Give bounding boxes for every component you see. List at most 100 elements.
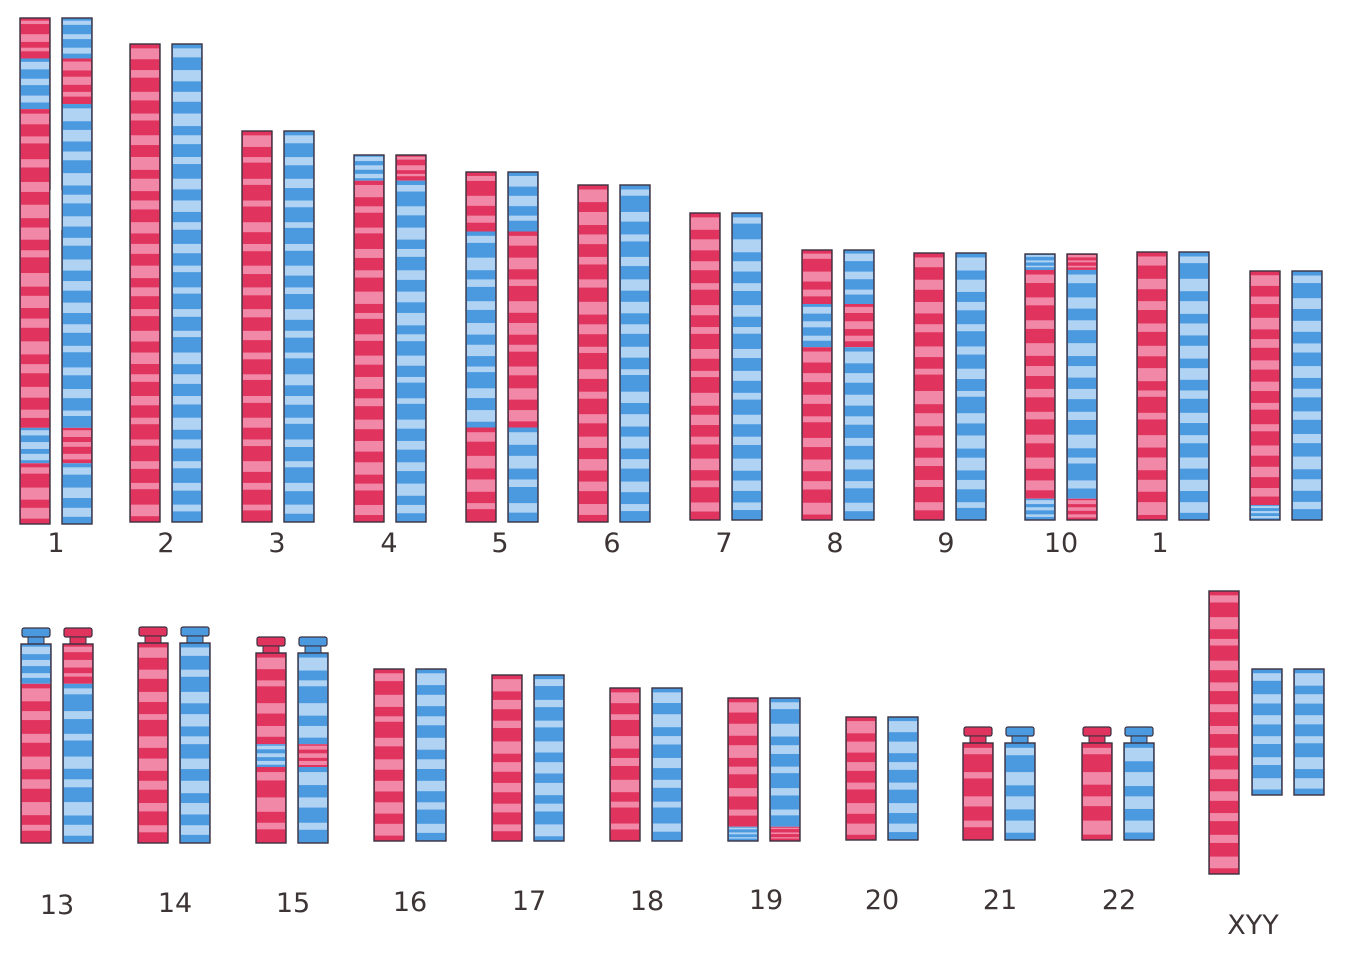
- chromosome-band: [131, 156, 159, 170]
- chromosome-band: [1295, 673, 1323, 686]
- chromosome-band: [467, 344, 495, 357]
- label-chr-18: 18: [629, 886, 665, 917]
- chromosome-band: [1068, 507, 1096, 511]
- chromosome-band: [889, 803, 917, 814]
- chromosome-band: [621, 436, 649, 449]
- label-chr-5: 5: [491, 528, 509, 559]
- chromatid-outline: [61, 17, 93, 525]
- label-chr-22: 22: [1101, 885, 1137, 916]
- chromosome-band: [493, 762, 521, 772]
- chromosome-band: [957, 479, 985, 490]
- chromosome-band: [257, 753, 285, 758]
- chromosome-band: [1138, 301, 1166, 310]
- chromosome-band: [1026, 434, 1054, 444]
- chromosome-band: [21, 34, 49, 42]
- chromosome-band: [691, 305, 719, 316]
- chromosome-band: [957, 502, 985, 508]
- satellite-stalk: [27, 636, 45, 645]
- chromosome-band: [653, 714, 681, 728]
- chromatid-segment-blue: [1294, 669, 1324, 795]
- chromatid-segment-red: [728, 698, 758, 827]
- chromosome-band: [63, 388, 91, 399]
- chromatid: [373, 668, 405, 842]
- chromosome-band: [1026, 320, 1054, 329]
- chromatid-outline: [1004, 742, 1036, 841]
- chromosome-band: [611, 736, 639, 749]
- chromosome-band: [957, 457, 985, 471]
- chromosome-band: [1210, 856, 1238, 869]
- chromosome-band: [131, 439, 159, 446]
- chromosome-band: [285, 330, 313, 338]
- chromosome-band: [845, 394, 873, 406]
- chromosome-band: [493, 741, 521, 754]
- chromosome-band: [397, 291, 425, 303]
- chromosome-band: [397, 312, 425, 326]
- chromosome-band: [579, 391, 607, 399]
- chromosome-band: [729, 745, 757, 758]
- chromosome-band: [691, 458, 719, 471]
- chromosome-band: [1180, 278, 1208, 292]
- chromosome-band: [467, 455, 495, 469]
- chromosome-band: [417, 673, 445, 686]
- chromosome-band: [173, 374, 201, 384]
- chromosome-band: [509, 215, 537, 221]
- chromosome-band: [535, 782, 563, 796]
- chromosome-band: [535, 762, 563, 774]
- chromosome-band: [397, 270, 425, 280]
- satellite-stalk: [969, 735, 987, 744]
- chromosome-band: [957, 368, 985, 380]
- chromosome-band: [1251, 296, 1279, 305]
- chromatid-outline: [1249, 270, 1281, 521]
- chromosome-band: [1293, 275, 1321, 284]
- chromosome-band: [535, 679, 563, 687]
- chromosome-band: [915, 368, 943, 375]
- chromosome-band: [957, 279, 985, 292]
- chromatid-outline: [913, 252, 945, 521]
- chromosome-band: [173, 178, 201, 190]
- label-chr-21: 21: [982, 885, 1018, 916]
- chromatid-outline: [801, 249, 833, 521]
- chromosome-band: [181, 669, 209, 677]
- chromatid: [507, 171, 539, 523]
- chromosome-band: [375, 780, 403, 792]
- chromosome-band: [579, 436, 607, 448]
- chromosome-band: [22, 733, 50, 743]
- chromosome-band: [173, 395, 201, 405]
- chromatid: [913, 252, 945, 521]
- chromosome-band: [1068, 434, 1096, 449]
- chromosome-band: [397, 165, 425, 171]
- chromosome-band: [257, 772, 285, 781]
- chromosome-band: [397, 483, 425, 496]
- chromosome-band: [957, 435, 985, 449]
- chromatid-outline: [962, 742, 994, 841]
- chromatid-outline: [373, 668, 405, 842]
- chromosome-band: [63, 453, 91, 460]
- chromosome-band: [1180, 323, 1208, 336]
- chromatid-outline: [507, 171, 539, 523]
- chromosome-band: [733, 480, 761, 491]
- chromosome-band: [63, 302, 91, 314]
- chromosome-band: [375, 673, 403, 682]
- chromatid-outline: [609, 687, 641, 842]
- chromosome-band: [1026, 297, 1054, 306]
- chromosome-band: [257, 822, 285, 830]
- chromosome-band: [21, 20, 49, 25]
- chromosome-band: [243, 330, 271, 341]
- chromosome-band: [621, 481, 649, 493]
- chromosome-band: [1026, 388, 1054, 398]
- chromosome-band: [1210, 704, 1238, 713]
- chromosome-band: [847, 741, 875, 753]
- chromosome-band: [889, 721, 917, 733]
- chromosome-band: [733, 414, 761, 425]
- chromosome-band: [355, 440, 383, 452]
- chromosome-band: [535, 741, 563, 753]
- chromosome-band: [1293, 320, 1321, 332]
- chromosome-band: [285, 265, 313, 276]
- label-chr-8: 8: [826, 528, 844, 559]
- chromosome-band: [1253, 757, 1281, 766]
- chromosome-band: [621, 346, 649, 358]
- chromosome-band: [1068, 265, 1096, 268]
- chromosome-band: [803, 351, 831, 363]
- chromosome-band: [64, 733, 92, 741]
- chromosome-band: [299, 822, 327, 830]
